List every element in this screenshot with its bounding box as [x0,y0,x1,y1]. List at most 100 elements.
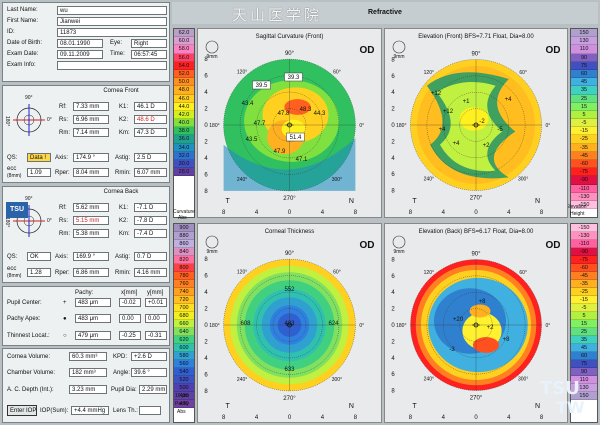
scale-cell: 25 [571,94,597,103]
front-qs-value[interactable]: Data ! [27,153,51,162]
y-axis-tick: 8 [204,189,208,195]
x-axis-tick: 4 [255,415,259,421]
exam-info-label: Exam Info: [7,62,36,68]
scale-cell: 58.0 [174,45,194,54]
first-name-field[interactable]: Jianwei [57,17,167,26]
watermark-line2: TW [556,398,585,417]
pachy-scale-caption: 10 μm [175,393,189,399]
elevation-back-map[interactable]: Elevation (Back) BFS=6.17 Float, Dia=8.0… [384,223,568,423]
scale-cell: 42.0 [174,110,194,120]
x-axis-tick: 4 [255,210,259,216]
x-axis-tick: 8 [540,210,544,216]
map-title: Corneal Thickness [265,229,315,235]
scale-cell: 35 [571,86,597,95]
scale-cell: 75 [571,360,597,368]
elevation-front-color-scale: 150 130 110 90 75 60 45 35 25 15 5 -5 -15 -25 -35 -45 -6… [570,28,598,218]
back-k2-value: -7.8 D [134,216,167,225]
back-k1-value: -7.1 D [134,203,167,212]
map-value: +20 [453,317,464,323]
radius-label: 9mm [393,54,404,60]
pachy-apex-pachy: 483 μm [75,314,111,323]
deg-90-label: 90° [285,51,295,57]
scale-cell: 860 [174,240,194,248]
y-axis-tick: 4 [391,290,395,296]
radius-icon [205,235,219,249]
exam-date-field[interactable]: 09.11.2009 [57,50,103,59]
dob-field[interactable]: 08.01.1990 [57,39,103,48]
chamber-volume-label: Chamber Volume: [7,370,56,376]
scale-cell: -25 [571,288,597,296]
front-k1-label: K1: [119,104,129,110]
front-k2-value: 48.6 D [134,115,167,124]
scale-cell: 5 [571,110,597,120]
map-title: Sagittal Curvature (Front) [256,34,324,40]
corneal-thickness-map[interactable]: Corneal Thickness OD 9mm 90° 270° 180° 0° 120° 6… [197,223,382,423]
y-axis-tick: 0 [204,123,208,129]
iop-value: +4.4 mmHg [71,406,109,415]
elevation-front-map[interactable]: Elevation (Front) BFS=7.71 Float, Dia=8.… [384,28,568,218]
od-label: OD [546,240,561,251]
x-axis-tick: 4 [507,210,511,216]
scale-cell: -45 [571,272,597,280]
scale-cell: 36.0 [174,135,194,144]
map-canvas: Elevation (Back) BFS=6.17 Float, Dia=8.0… [391,229,561,421]
id-label: ID: [7,29,15,35]
x-axis-tick: 0 [474,210,478,216]
map-value: 39.5 [256,83,268,89]
front-rper-label: Rper: [55,170,70,176]
deg-120-label: 120° [237,270,247,276]
scale-cell: 15 [571,102,597,111]
y-axis-tick: 4 [204,290,208,296]
lens-th-label: Lens Th.: [113,408,138,414]
map-canvas: Sagittal Curvature (Front) OD 9mm 90° 270° 18… [204,34,374,216]
acd-value: 3.23 mm [69,385,107,394]
map-value: 552 [284,287,295,293]
map-value: 47.9 [274,149,286,155]
y-axis-tick: 6 [204,274,208,280]
deg-0-label: 0° [359,323,364,329]
x-axis-tick: 8 [222,415,226,421]
mode-label: Refractive [368,9,402,16]
map-value: +12 [443,109,454,115]
deg-0-label: 0° [546,323,551,329]
pachy-apex-y: 0.00 [145,314,167,323]
map-value: -2 [479,119,485,125]
y-axis-tick: 0 [204,323,208,329]
curvature-scale-caption: Curvature [173,209,195,215]
map-value: -3 [449,347,455,353]
y-axis-tick: 2 [391,307,395,313]
map-value: 47.8 [278,111,290,117]
patient-info-panel: Last Name: wu First Name: Jianwei ID: 11… [2,2,170,82]
exam-info-field[interactable] [57,61,167,70]
pachy-panel: Pachy: x[mm] y[mm] Pupil Center: + 483 μ… [2,286,170,346]
deg-60-label: 60° [333,70,341,76]
back-axis-label: Axis: [55,254,69,260]
scale-cell: 620 [174,336,194,344]
back-axis-180: 180° [4,217,10,228]
map-value: +8 [479,299,487,305]
map-value: 47.7 [254,121,266,127]
x-axis-tick: 4 [321,210,325,216]
watermark-line1: TSU [540,378,580,399]
scale-cell: 760 [174,280,194,288]
scale-cell: 32.0 [174,151,194,160]
sagittal-curvature-map[interactable]: Sagittal Curvature (Front) OD 9mm 90° 270° 18… [197,28,382,218]
y-axis-tick: 8 [204,389,208,395]
cornea-front-title: Cornea Front [103,88,139,94]
id-field[interactable]: 11873 [57,28,167,37]
deg-300-label: 300° [518,377,528,383]
deg-300-label: 300° [332,177,342,183]
back-rmin-value: 4.16 mm [134,268,167,277]
thinnest-label: Thinnest Locat.: [7,333,50,339]
scale-cell: 45 [571,78,597,87]
time-field[interactable]: 06:57:45 [131,50,167,59]
back-ecc-value: 1.28 [27,268,51,277]
enter-iop-button[interactable]: Enter IOP [7,405,37,416]
last-name-field[interactable]: wu [57,6,167,15]
eye-field[interactable]: Right [131,39,167,48]
map-value: 51.4 [290,135,302,141]
map-value: +4 [505,97,513,103]
back-rf-value: 5.62 mm [73,203,109,212]
scale-cell: 75 [571,61,597,70]
back-qs-value[interactable]: OK [27,252,51,261]
